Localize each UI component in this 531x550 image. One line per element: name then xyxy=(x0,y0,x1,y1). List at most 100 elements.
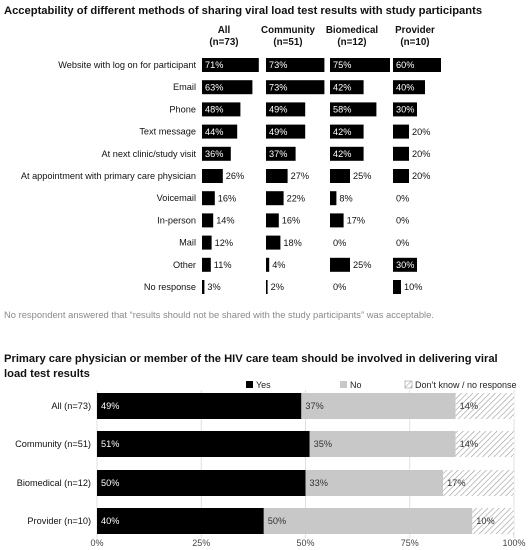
bar-label-1-8: 18% xyxy=(283,238,301,248)
row-label-10: No response xyxy=(144,282,196,292)
bar-2-7 xyxy=(330,213,344,228)
chart1-body: All(n=73) Community(n=51) Biomedical(n=12)… xyxy=(21,25,441,294)
bar-1-9 xyxy=(266,257,270,272)
bar-0-8 xyxy=(202,235,212,250)
legend-label-0: Yes xyxy=(256,380,271,390)
bar-1-2 xyxy=(266,102,306,117)
legend-label-2: Don’t know / no response xyxy=(415,380,517,390)
bar-0-7 xyxy=(202,213,214,228)
row-label-2: Phone xyxy=(169,104,196,114)
x-tick-0: 0% xyxy=(90,538,103,548)
x-tick-4: 100% xyxy=(502,538,525,548)
legend-label-1: No xyxy=(350,380,362,390)
column-header-n-2: (n=12) xyxy=(337,37,366,48)
bar-label-2-9: 25% xyxy=(353,260,371,270)
x-tick-2: 50% xyxy=(296,538,314,548)
chart1-note: No respondent answered that “results sho… xyxy=(4,309,434,320)
bar-1-6 xyxy=(266,191,284,206)
bar-3-2 xyxy=(393,102,417,117)
bar-label-1-0: 73% xyxy=(269,60,287,70)
chart2-title-line1: Primary care physician or member of the … xyxy=(4,353,498,365)
legend-swatch-2 xyxy=(404,380,413,389)
bar-label-2-10: 0% xyxy=(333,282,346,292)
bar-0-4 xyxy=(202,146,231,161)
bar-label-1-10: 2% xyxy=(271,282,284,292)
segment-label-0-0: 49% xyxy=(101,401,119,411)
bar-2-3 xyxy=(330,124,364,139)
bar-1-4 xyxy=(266,146,296,161)
column-header-n-3: (n=10) xyxy=(400,37,429,48)
bar-label-1-3: 49% xyxy=(269,127,287,137)
bar-3-1 xyxy=(393,80,425,95)
bar-label-0-7: 14% xyxy=(216,216,234,226)
bar-0-5 xyxy=(202,169,223,183)
row-label-1: Email xyxy=(173,82,196,92)
segment-label-0-1: 51% xyxy=(101,439,119,449)
bar-3-3 xyxy=(393,124,409,139)
bar-0-1 xyxy=(202,80,253,95)
bar-label-0-6: 16% xyxy=(218,193,236,203)
column-header-0: All xyxy=(218,25,231,36)
bar-label-2-2: 58% xyxy=(333,105,351,115)
bar-label-1-7: 16% xyxy=(282,216,300,226)
bar-label-0-9: 11% xyxy=(214,260,232,270)
bar-label-2-1: 42% xyxy=(333,82,351,92)
bar-2-2 xyxy=(330,102,377,117)
segment-label-1-3: 50% xyxy=(268,516,286,526)
row-label-6: Voicemail xyxy=(157,193,196,203)
bar-label-0-0: 71% xyxy=(205,60,223,70)
bar-label-1-9: 4% xyxy=(272,260,285,270)
column-header-n-0: (n=73) xyxy=(209,37,238,48)
bar-label-0-10: 3% xyxy=(207,282,220,292)
x-tick-1: 25% xyxy=(192,538,210,548)
bar-3-5 xyxy=(393,169,409,183)
bar-label-1-2: 49% xyxy=(269,105,287,115)
bar-label-3-7: 0% xyxy=(396,216,409,226)
segment-1-0 xyxy=(301,393,456,419)
bar-row-label-1: Community (n=51) xyxy=(15,439,91,449)
bar-3-4 xyxy=(393,146,409,161)
bar-3-9 xyxy=(393,257,417,272)
column-header-3: Provider xyxy=(395,25,435,36)
segment-label-2-3: 10% xyxy=(476,516,494,526)
x-tick-3: 75% xyxy=(401,538,419,548)
segment-0-2 xyxy=(97,470,306,496)
bar-label-0-4: 36% xyxy=(205,149,223,159)
bar-0-3 xyxy=(202,124,238,139)
legend-swatch-0 xyxy=(246,381,253,388)
bar-label-2-8: 0% xyxy=(333,238,346,248)
bar-2-5 xyxy=(330,169,350,183)
legend-swatch-1 xyxy=(340,381,347,388)
bar-label-1-6: 22% xyxy=(287,193,305,203)
row-label-4: At next clinic/study visit xyxy=(102,149,197,159)
bar-2-4 xyxy=(330,146,364,161)
column-header-n-1: (n=51) xyxy=(273,37,302,48)
bar-label-0-3: 44% xyxy=(205,127,223,137)
bar-label-2-6: 8% xyxy=(339,193,352,203)
segment-0-3 xyxy=(97,508,264,534)
segment-2-0 xyxy=(455,393,514,419)
chart1-title: Acceptability of different methods of sh… xyxy=(4,5,482,17)
bar-label-3-5: 20% xyxy=(412,171,430,181)
segment-label-1-0: 37% xyxy=(305,401,323,411)
segment-2-3 xyxy=(472,508,514,534)
bar-label-2-0: 75% xyxy=(333,60,351,70)
segment-label-2-1: 14% xyxy=(460,439,478,449)
segment-2-1 xyxy=(455,431,514,457)
bar-label-0-8: 12% xyxy=(215,238,233,248)
column-header-2: Biomedical xyxy=(326,25,379,36)
bar-label-0-5: 26% xyxy=(226,171,244,181)
bar-row-label-3: Provider (n=10) xyxy=(27,516,91,526)
bar-label-2-3: 42% xyxy=(333,127,351,137)
bar-3-10 xyxy=(393,280,401,294)
segment-1-1 xyxy=(309,431,456,457)
segment-0-0 xyxy=(97,393,302,419)
bar-1-0 xyxy=(266,58,325,72)
bar-1-10 xyxy=(266,280,268,294)
segment-1-3 xyxy=(263,508,473,534)
bar-0-6 xyxy=(202,191,215,206)
bar-label-2-4: 42% xyxy=(333,149,351,159)
bar-1-5 xyxy=(266,169,288,183)
bar-label-3-8: 0% xyxy=(396,238,409,248)
